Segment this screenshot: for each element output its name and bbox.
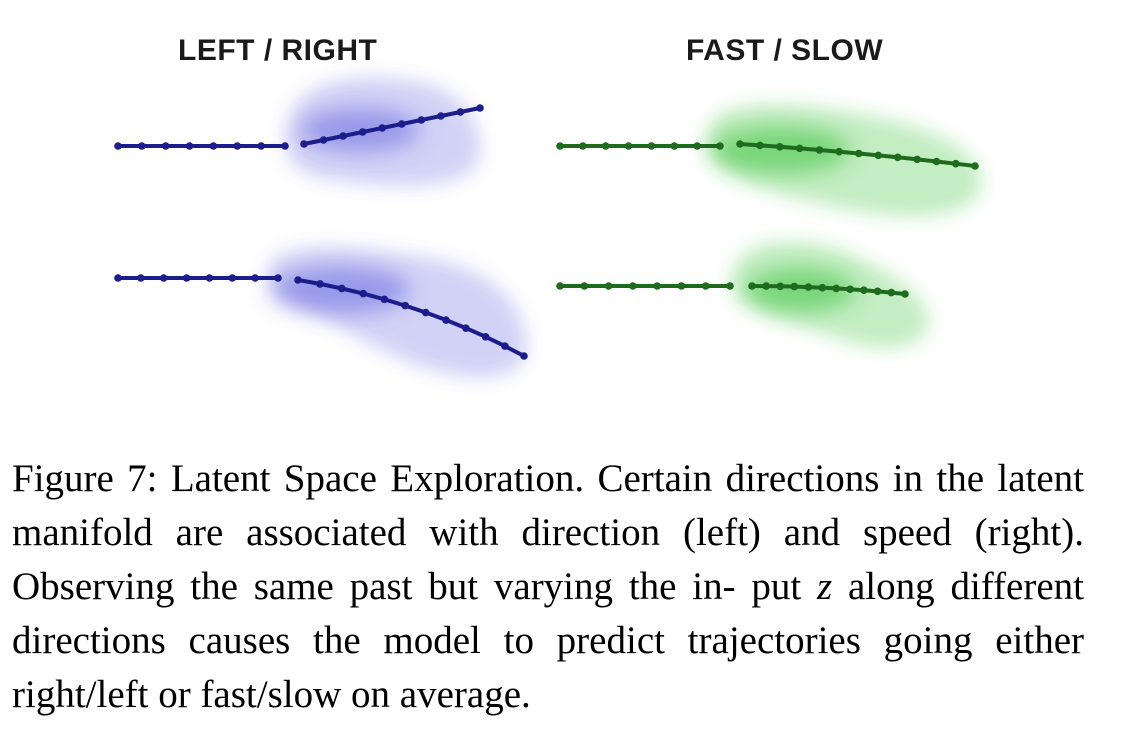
past-point: [209, 142, 218, 150]
predicted-point: [832, 284, 840, 293]
past-point: [716, 142, 724, 150]
predicted-point: [476, 104, 484, 112]
predicted-point: [481, 333, 490, 341]
figure-caption: Figure 7: Latent Space Exploration. Cert…: [12, 452, 1084, 722]
past-point: [629, 282, 637, 290]
caption-body-start: Certain directions in the latent manifol…: [12, 457, 1084, 608]
past-point: [726, 282, 734, 290]
panel-title-fast-slow: FAST / SLOW: [686, 34, 884, 67]
predicted-point: [442, 316, 450, 324]
panel-title-left-right: LEFT / RIGHT: [178, 34, 378, 67]
predicted-point: [846, 285, 854, 294]
predicted-point: [397, 120, 406, 128]
predicted-point: [762, 282, 770, 290]
predicted-point: [294, 276, 302, 284]
past-point: [677, 282, 686, 290]
predicted-point: [887, 288, 896, 297]
predicted-point: [319, 136, 328, 144]
caption-label: Figure 7:: [12, 457, 158, 500]
predicted-point: [358, 128, 367, 136]
caption-body-end: along different directions causes the mo…: [12, 565, 1084, 716]
past-point: [647, 142, 656, 150]
past-point: [556, 282, 564, 290]
predicted-point: [462, 324, 470, 332]
predicted-point: [804, 283, 813, 291]
predicted-point: [736, 140, 744, 148]
past-point: [701, 282, 710, 290]
past-point: [257, 142, 265, 150]
past-point: [556, 142, 564, 150]
predicted-point: [893, 153, 902, 162]
past-point: [624, 142, 633, 150]
predicted-point: [401, 301, 409, 310]
prediction-cloud: [267, 247, 527, 378]
past-point: [251, 274, 259, 282]
caption-title: Latent Space Exploration.: [170, 457, 585, 500]
past-point: [604, 282, 613, 290]
predicted-point: [854, 149, 863, 158]
predicted-point: [421, 308, 430, 317]
trajectory-fast: [556, 104, 982, 217]
predicted-point: [776, 282, 785, 291]
predicted-point: [378, 124, 387, 132]
past-point: [281, 142, 289, 150]
past-point: [601, 142, 610, 150]
trajectory-figure: [114, 77, 982, 378]
past-point: [182, 274, 191, 282]
past-point: [693, 142, 701, 150]
predicted-point: [913, 155, 921, 164]
predicted-point: [456, 108, 465, 116]
predicted-point: [748, 282, 756, 290]
predicted-point: [932, 157, 941, 166]
predicted-point: [901, 290, 909, 298]
predicted-point: [860, 286, 868, 295]
predicted-point: [815, 146, 824, 154]
trajectory-right: [114, 77, 484, 186]
predicted-point: [501, 342, 509, 350]
past-point: [185, 142, 194, 150]
predicted-point: [873, 287, 882, 296]
past-point: [228, 274, 237, 282]
predicted-point: [971, 162, 979, 170]
prediction-cloud-core: [745, 268, 855, 312]
past-point: [579, 142, 587, 150]
predicted-point: [300, 140, 308, 148]
past-point: [653, 282, 661, 290]
predicted-point: [951, 159, 960, 168]
past-point: [205, 274, 214, 282]
past-point: [159, 274, 168, 282]
past-point: [114, 274, 122, 282]
predicted-point: [756, 141, 764, 150]
predicted-point: [818, 283, 827, 292]
predicted-point: [417, 116, 426, 124]
past-point: [137, 274, 145, 282]
past-point: [114, 142, 122, 150]
predicted-point: [380, 295, 389, 304]
trajectory-left: [114, 247, 528, 378]
predicted-point: [776, 143, 784, 151]
predicted-point: [316, 280, 324, 288]
predicted-point: [337, 284, 346, 293]
predicted-point: [874, 151, 883, 160]
past-point: [161, 142, 170, 150]
predicted-point: [790, 282, 799, 291]
predicted-point: [437, 112, 445, 120]
past-point: [670, 142, 679, 150]
past-point: [274, 274, 282, 282]
past-point: [233, 142, 242, 150]
predicted-point: [520, 352, 528, 360]
past-point: [580, 282, 589, 290]
predicted-point: [339, 132, 347, 140]
past-point: [138, 142, 146, 150]
predicted-point: [359, 289, 368, 298]
predicted-trajectory-line: [302, 106, 482, 146]
predicted-point: [795, 144, 804, 153]
caption-variable-z: z: [817, 565, 833, 608]
predicted-point: [835, 147, 843, 156]
trajectory-slow: [556, 241, 929, 348]
